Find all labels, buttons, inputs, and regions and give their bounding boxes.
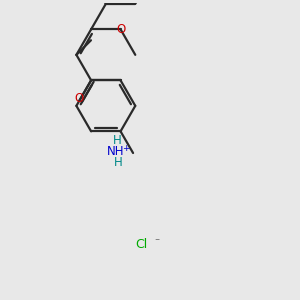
Text: H: H: [112, 134, 121, 147]
Text: NH: NH: [107, 145, 124, 158]
Text: Cl: Cl: [135, 238, 147, 251]
Text: +: +: [122, 144, 130, 153]
Text: H: H: [114, 156, 123, 169]
Text: O: O: [116, 23, 125, 36]
Text: ⁻: ⁻: [154, 238, 160, 248]
Text: O: O: [75, 92, 84, 105]
